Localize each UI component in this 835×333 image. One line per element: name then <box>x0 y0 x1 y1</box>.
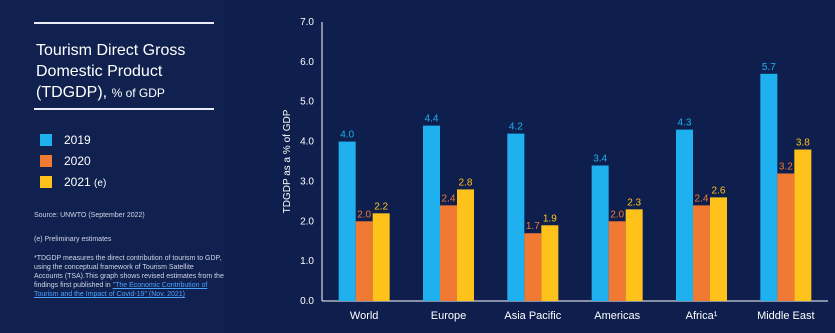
data-label: 3.2 <box>779 161 793 172</box>
chart-info-panel: Tourism Direct Gross Domestic Product (T… <box>0 0 224 333</box>
legend-item-2019: 2019 <box>40 130 106 150</box>
data-label: 1.9 <box>543 213 557 224</box>
data-label: 2.0 <box>357 209 371 220</box>
top-divider <box>34 22 214 24</box>
data-label: 3.8 <box>796 138 810 149</box>
y-tick-label: 5.0 <box>300 97 314 108</box>
bar-2021e-0 <box>372 213 390 301</box>
y-tick-label: 7.0 <box>300 17 314 28</box>
bar-2019-5 <box>760 73 778 301</box>
y-tick-label: 1.0 <box>300 256 314 267</box>
bar-2021e-2 <box>541 225 559 301</box>
data-label: 2.3 <box>627 197 641 208</box>
source-note: Source: UNWTO (September 2022) <box>34 212 145 219</box>
bar-2021e-3 <box>625 209 643 301</box>
bar-2019-0 <box>338 141 356 301</box>
data-label: 1.7 <box>526 221 540 232</box>
legend-label-2020: 2020 <box>64 154 91 168</box>
bar-2020-5 <box>777 173 795 301</box>
legend-label-2019: 2019 <box>64 133 91 147</box>
data-label: 2.6 <box>712 185 726 196</box>
bar-chart: 0.0 1.0 2.0 3.0 4.0 5.0 6.0 7.0 TDGDP as a % of … <box>282 17 828 322</box>
bar-2021e-5 <box>794 149 812 301</box>
legend-swatch-2020 <box>40 155 52 167</box>
bar-2020-4 <box>693 205 710 301</box>
y-tick-label: 4.0 <box>300 137 314 148</box>
bar-2019-4 <box>676 129 693 301</box>
y-axis-label: TDGDP as a % of GDP <box>282 109 293 213</box>
bar-2019-3 <box>591 165 609 301</box>
tdgdp-footnote-text: *TDGDP measures the direct contribution … <box>34 255 224 289</box>
legend-label-2021-year: 2021 <box>64 175 91 189</box>
legend-item-2021: 2021 (e) <box>40 172 106 192</box>
data-label: 2.2 <box>374 201 388 212</box>
chart-title-unit: % of GDP <box>111 86 165 100</box>
data-label: 5.7 <box>762 62 776 73</box>
data-label: 2.4 <box>442 193 456 204</box>
x-tick-label: World <box>350 310 379 322</box>
data-label: 2.8 <box>459 177 473 188</box>
bar-2021e-4 <box>710 197 727 301</box>
data-label: 4.2 <box>509 122 523 133</box>
report-link[interactable]: "The Economic Contribution of Tourism an… <box>34 282 208 298</box>
bar-2020-2 <box>524 233 542 301</box>
x-tick-label: Middle East <box>757 310 814 322</box>
legend-item-2020: 2020 <box>40 151 106 171</box>
bar-2020-1 <box>440 205 457 301</box>
data-label: 4.0 <box>340 130 354 141</box>
legend-label-2021: 2021 (e) <box>64 175 106 189</box>
x-tick-label: Americas <box>594 310 640 322</box>
legend: 2019 2020 2021 (e) <box>40 130 106 193</box>
x-tick-label: Africa¹ <box>686 310 718 322</box>
bar-2019-2 <box>507 133 525 301</box>
data-label: 4.3 <box>678 118 692 129</box>
bar-2020-0 <box>355 221 373 301</box>
bar-2020-3 <box>608 221 626 301</box>
preliminary-note: (e) Preliminary estimates <box>34 236 112 243</box>
chart-title-text: Tourism Direct Gross Domestic Product (T… <box>36 42 186 101</box>
y-tick-label: 2.0 <box>300 216 314 227</box>
x-tick-label: Asia Pacific <box>504 310 561 322</box>
middle-divider <box>34 108 214 110</box>
tdgdp-footnote: *TDGDP measures the direct contribution … <box>34 254 224 299</box>
legend-swatch-2019 <box>40 134 52 146</box>
x-tick-label: Europe <box>431 310 466 322</box>
y-tick-label: 0.0 <box>300 296 314 307</box>
y-tick-label: 6.0 <box>300 57 314 68</box>
y-tick-label: 3.0 <box>300 176 314 187</box>
bar-2021e-1 <box>457 189 474 301</box>
legend-label-2021-suffix: (e) <box>94 178 107 189</box>
bar-2019-1 <box>423 125 440 301</box>
chart-title: Tourism Direct Gross Domestic Product (T… <box>36 40 216 104</box>
data-label: 3.4 <box>593 153 607 164</box>
data-label: 4.4 <box>425 114 439 125</box>
data-label: 2.0 <box>610 209 624 220</box>
legend-swatch-2021 <box>40 176 52 188</box>
data-label: 2.4 <box>695 193 709 204</box>
